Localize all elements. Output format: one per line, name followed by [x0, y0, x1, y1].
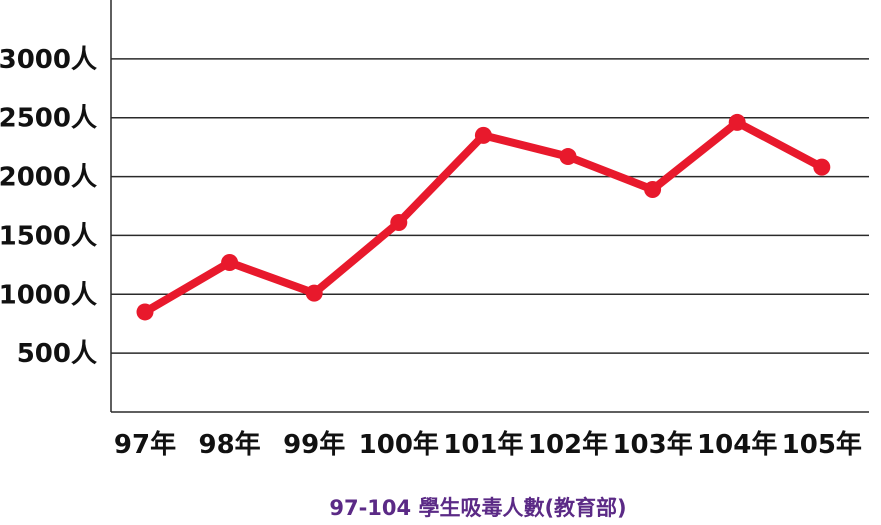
x-tick-label: 100年: [359, 429, 439, 460]
x-tick-label: 97年: [114, 429, 176, 460]
data-point: [221, 254, 239, 272]
x-tick-label: 98年: [199, 429, 261, 460]
data-point: [474, 126, 492, 144]
x-tick-label: 101年: [443, 429, 523, 460]
y-tick-label: 2000人: [0, 163, 97, 193]
data-point: [136, 303, 154, 321]
chart-caption: 97-104 學生吸毒人數(教育部): [329, 496, 626, 520]
series-line: [141, 118, 826, 316]
data-point: [813, 158, 831, 176]
x-tick-label: 99年: [283, 429, 345, 460]
y-tick-labels: 500人 1000人 1500人 2000人 2500人 3000人: [0, 45, 97, 369]
y-tick-label: 3000人: [0, 45, 97, 75]
x-tick-label: 103年: [612, 429, 692, 460]
data-point: [559, 148, 577, 166]
data-point: [305, 284, 323, 302]
data-point: [728, 113, 746, 131]
y-tick-label: 2500人: [0, 104, 97, 134]
x-tick-label: 102年: [528, 429, 608, 460]
y-tick-label: 1500人: [0, 221, 97, 251]
y-tick-label: 500人: [17, 339, 97, 369]
x-tick-labels: 97年 98年 99年 100年 101年 102年 103年 104年 105年: [114, 429, 862, 460]
data-point: [390, 213, 408, 231]
data-point: [644, 181, 662, 199]
gridlines: [111, 58, 869, 354]
x-tick-label: 104年: [697, 429, 777, 460]
y-tick-label: 1000人: [0, 280, 97, 310]
data-points: [136, 113, 831, 321]
x-tick-label: 105年: [782, 429, 862, 460]
